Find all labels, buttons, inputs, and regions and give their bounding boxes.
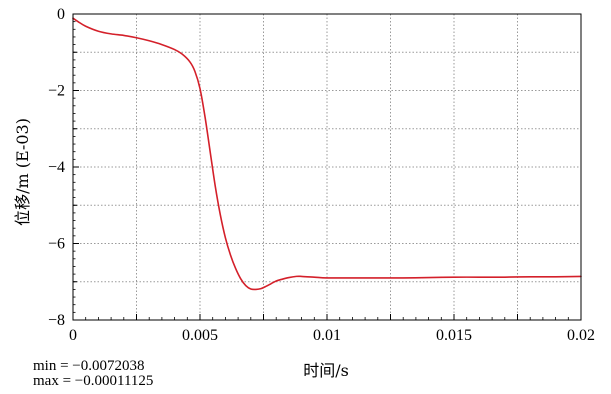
series-layer: [72, 17, 582, 291]
x-tick-label: 0.01: [313, 327, 341, 344]
y-axis-title: 位移/m (E-03): [13, 118, 32, 226]
y-tick-label: −2: [48, 83, 65, 100]
y-tick-label: −4: [48, 159, 65, 176]
x-tick-label: 0: [69, 327, 77, 344]
grid-lines: [73, 14, 581, 320]
x-tick-label: 0.005: [182, 327, 218, 344]
x-tick-label: 0.02: [567, 327, 595, 344]
x-tick-label: 0.015: [436, 327, 472, 344]
tick-marks: [72, 13, 582, 321]
x-axis-title: 时间/s: [303, 361, 349, 380]
series-line: [72, 17, 582, 291]
y-tick-label: −8: [48, 312, 65, 329]
y-tick-label: −6: [48, 236, 65, 253]
y-tick-label: 0: [57, 6, 65, 23]
max-value-readout: max = −0.00011125: [33, 373, 154, 389]
min-value-readout: min = −0.0072038: [33, 358, 145, 374]
tick-labels: 0 0.005 0.01 0.015 0.02 0 −2 −4 −6 −8: [48, 6, 595, 344]
